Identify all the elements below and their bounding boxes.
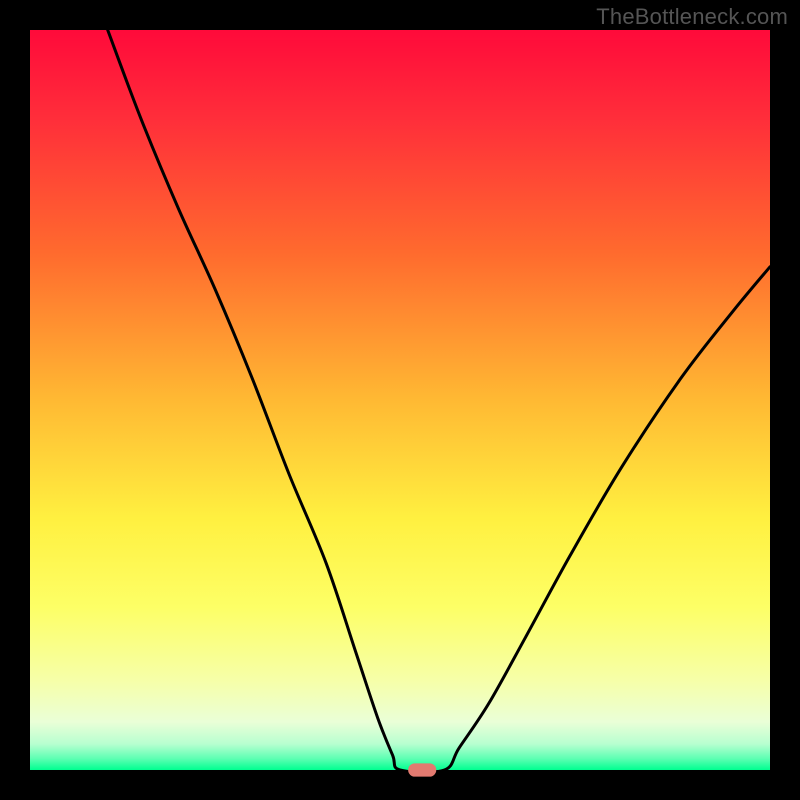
optimum-marker — [408, 763, 436, 776]
watermark-text: TheBottleneck.com — [596, 4, 788, 30]
bottleneck-chart — [0, 0, 800, 800]
gradient-background — [30, 30, 770, 770]
